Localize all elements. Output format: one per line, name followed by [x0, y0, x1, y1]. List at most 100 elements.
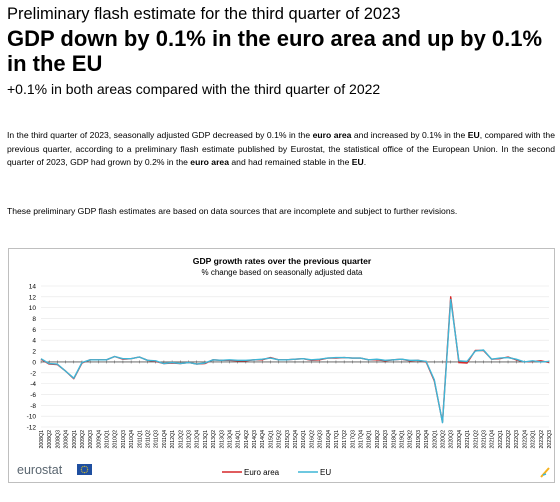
y-tick-label: 8: [32, 316, 36, 323]
x-tick-label: 2014Q3: [252, 430, 258, 449]
x-tick-label: 2008Q2: [47, 430, 53, 449]
x-tick-label: 2015Q1: [268, 430, 274, 449]
y-tick-label: -6: [30, 392, 36, 399]
x-tick-label: 2008Q3: [55, 430, 61, 449]
x-tick-label: 2013Q1: [203, 430, 209, 449]
gdp-growth-chart: GDP growth rates over the previous quart…: [17, 256, 553, 478]
x-tick-label: 2021Q2: [473, 430, 479, 449]
x-tick-label: 2020Q1: [432, 430, 438, 449]
flag-star: [85, 471, 87, 473]
x-tick-label: 2009Q1: [72, 430, 78, 449]
x-tick-label: 2010Q3: [121, 430, 127, 449]
chart-subtitle: % change based on seasonally adjusted da…: [201, 268, 363, 277]
text-run: and increased by 0.1% in the: [351, 130, 468, 140]
flag-star: [82, 471, 84, 473]
x-tick-label: 2013Q3: [219, 430, 225, 449]
x-tick-label: 2011Q1: [137, 430, 143, 448]
x-tick-label: 2011Q2: [146, 430, 152, 448]
x-tick-label: 2015Q4: [293, 430, 299, 449]
text-run: .: [363, 157, 367, 168]
x-tick-label: 2012Q3: [186, 430, 192, 449]
text-run: In the third quarter of 2023, seasonally…: [7, 130, 313, 140]
x-tick-label: 2016Q3: [318, 430, 324, 449]
x-tick-label: 2009Q3: [88, 430, 94, 449]
x-tick-label: 2019Q3: [416, 430, 422, 449]
x-tick-label: 2012Q1: [170, 430, 176, 449]
x-tick-label: 2009Q4: [96, 430, 102, 449]
y-tick-label: 12: [29, 294, 37, 301]
x-tick-label: 2014Q4: [260, 430, 266, 449]
eurostat-logo-text: eurostat: [17, 463, 63, 477]
flag-star: [81, 470, 83, 472]
kicker: Preliminary flash estimate for the third…: [7, 5, 401, 23]
x-tick-label: 2019Q2: [408, 430, 414, 449]
x-tick-label: 2018Q1: [367, 430, 373, 449]
x-tick-label: 2022Q3: [514, 430, 520, 449]
eurostat-logo: eurostat: [17, 463, 92, 477]
y-tick-label: 0: [32, 359, 36, 366]
x-tick-label: 2016Q1: [301, 430, 307, 449]
text-run: , compared with the previous quarter, ac…: [7, 130, 555, 168]
x-tick-label: 2020Q2: [440, 430, 446, 449]
x-axis: 2008Q1 2008Q2 2008Q3 2008Q4 2009Q1 2009Q2 2009…: [39, 360, 553, 448]
y-tick-label: -4: [30, 381, 36, 388]
y-tick-label: 4: [32, 338, 36, 345]
x-tick-label: 2023Q2: [539, 430, 545, 449]
x-tick-label: 2013Q4: [227, 430, 233, 449]
x-tick-label: 2022Q2: [506, 430, 512, 449]
x-tick-label: 2021Q3: [481, 430, 487, 449]
x-tick-label: 2020Q3: [449, 430, 455, 449]
body-paragraph-2: These preliminary GDP flash estimates ar…: [7, 206, 458, 216]
legend-label-eu: EU: [320, 468, 331, 477]
chart-grid: [41, 285, 549, 428]
flag-star: [81, 467, 83, 469]
y-tick-label: -10: [27, 414, 37, 421]
x-tick-label: 2014Q2: [244, 430, 250, 449]
flag-star: [85, 466, 87, 468]
x-tick-label: 2021Q4: [490, 430, 496, 449]
bold-run: euro area: [312, 130, 352, 140]
x-tick-label: 2010Q1: [105, 430, 111, 449]
legend-label-euro-area: Euro area: [244, 468, 280, 477]
y-axis: 14 12 10 8 6 4 2 0 -2 -4 -6 -8 -10 -12: [27, 284, 37, 432]
x-tick-label: 2011Q3: [154, 430, 160, 448]
x-tick-label: 2018Q3: [383, 430, 389, 449]
bold-run: euro area: [190, 157, 229, 168]
flag-star: [82, 466, 84, 468]
x-tick-label: 2019Q1: [400, 430, 406, 449]
x-tick-label: 2012Q2: [178, 430, 184, 449]
y-tick-label: -12: [27, 425, 37, 432]
chart-panel: GDP growth rates over the previous quart…: [8, 248, 555, 483]
x-tick-label: 2015Q2: [277, 430, 283, 449]
chart-series: [40, 296, 550, 424]
x-tick-label: 2019Q4: [424, 430, 430, 449]
x-tick-label: 2022Q4: [522, 430, 528, 449]
x-tick-label: 2016Q4: [326, 430, 332, 449]
y-tick-label: 10: [29, 305, 37, 312]
flag-star: [86, 467, 88, 469]
x-tick-label: 2010Q4: [129, 430, 135, 449]
bold-run: EU: [351, 157, 364, 168]
body-paragraph-1: In the third quarter of 2023, seasonally…: [7, 129, 555, 170]
edit-pencil-icon: [540, 467, 550, 478]
text-run: and had remained stable in the: [229, 157, 352, 168]
eu-flag-icon: [77, 464, 92, 475]
x-tick-label: 2018Q2: [375, 430, 381, 449]
x-tick-label: 2023Q3: [547, 430, 553, 449]
x-tick-label: 2017Q2: [342, 430, 348, 449]
x-tick-label: 2017Q1: [334, 430, 340, 449]
subheadline: +0.1% in both areas compared with the th…: [7, 81, 381, 97]
x-tick-label: 2016Q2: [309, 430, 315, 449]
chart-legend: Euro area EU: [222, 468, 331, 477]
y-tick-label: -2: [30, 370, 36, 377]
x-tick-label: 2011Q4: [162, 430, 168, 448]
x-tick-label: 2017Q4: [359, 430, 365, 449]
x-tick-label: 2021Q1: [465, 430, 471, 449]
flag-star: [86, 470, 88, 472]
bold-run: EU: [467, 130, 480, 140]
y-tick-label: -8: [30, 403, 36, 410]
x-tick-label: 2015Q3: [285, 430, 291, 449]
x-tick-label: 2008Q4: [64, 430, 70, 449]
series-line-eu: [40, 298, 550, 424]
eu-stars-icon: [80, 465, 89, 474]
